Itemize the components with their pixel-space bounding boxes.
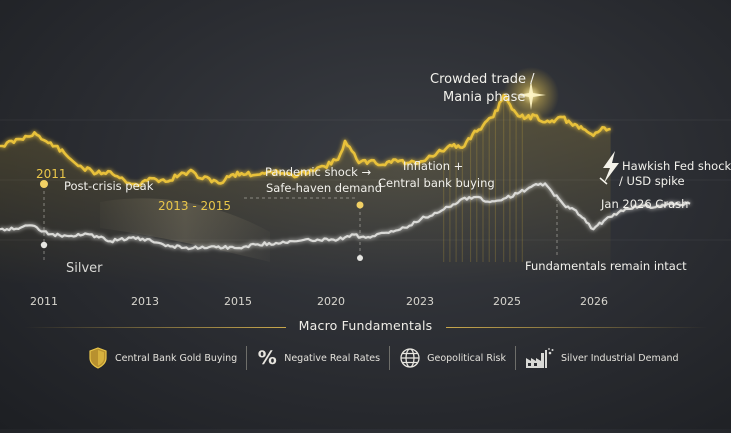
x-tick-label: 2026 (580, 295, 608, 308)
fundamental-label: Geopolitical Risk (427, 352, 507, 364)
percent-icon: % (256, 347, 278, 369)
marker-dots (40, 180, 364, 261)
fundamental-label: Central Bank Gold Buying (115, 352, 238, 364)
factory-icon (525, 347, 555, 369)
fundamentals-divider-left (24, 327, 286, 328)
guide-lines (43, 185, 558, 262)
crash-pointer (599, 177, 608, 185)
annotation-crowded-1: Crowded trade / (430, 72, 535, 87)
fundamental-label: Silver Industrial Demand (561, 352, 679, 364)
pandemic-dot (356, 201, 364, 209)
fundamental-geopolitical: Geopolitical Risk (390, 347, 515, 369)
percent-glyph: % (257, 347, 277, 369)
x-tick-label: 2011 (30, 295, 58, 308)
annotation-crowded-2: Mania phase (443, 90, 525, 105)
annotation-2013-2015: 2013 - 2015 (158, 199, 231, 213)
annotation-pandemic-2: Safe-haven demand (266, 181, 382, 195)
fundamentals-divider-right (446, 327, 708, 328)
annotation-hawkish-1: Hawkish Fed shock (622, 159, 731, 173)
annotation-2011: 2011 (36, 167, 67, 181)
silver-series-label: Silver (66, 261, 103, 276)
gold-area-fill (0, 95, 611, 285)
fundamentals-separator (389, 346, 391, 370)
annotation-inflation-1: Inflation + (403, 159, 463, 173)
x-tick-label: 2023 (406, 295, 434, 308)
fundamental-label: Negative Real Rates (284, 352, 381, 364)
annotation-crash: Jan 2026 Crash (600, 197, 688, 211)
fundamentals-list: Central Bank Gold Buying % Negative Real… (78, 343, 688, 373)
peak-star (516, 80, 546, 110)
annotation-post-crisis: Post-crisis peak (64, 179, 154, 193)
x-tick-label: 2020 (317, 295, 345, 308)
x-tick-label: 2025 (493, 295, 521, 308)
annotation-fundamentals: Fundamentals remain intact (525, 259, 687, 273)
gold-2011-dot (40, 180, 48, 188)
silver-2011-dot (40, 241, 48, 249)
fundamental-real-rates: % Negative Real Rates (247, 347, 389, 369)
globe-icon (399, 347, 421, 369)
fundamentals-separator (515, 346, 517, 370)
silver-series-line (0, 182, 691, 251)
x-tick-label: 2013 (131, 295, 159, 308)
fundamental-central-bank: Central Bank Gold Buying (78, 347, 246, 369)
fundamentals-title: Macro Fundamentals (298, 318, 433, 333)
annotation-inflation-2: Central bank buying (378, 176, 495, 190)
annotation-pandemic-1: Pandemic shock → (265, 165, 371, 179)
pandemic-silver-dot (357, 255, 363, 261)
x-axis-ticks: 2011 2013 2015 2020 2023 2025 2026 (30, 295, 608, 308)
lightning-icon (603, 151, 619, 183)
shield-icon (87, 347, 109, 369)
fundamental-silver-demand: Silver Industrial Demand (516, 347, 688, 369)
x-tick-label: 2015 (224, 295, 252, 308)
annotation-hawkish-2: / USD spike (619, 174, 685, 188)
fundamentals-separator (246, 346, 248, 370)
rally-hatching (443, 98, 523, 262)
